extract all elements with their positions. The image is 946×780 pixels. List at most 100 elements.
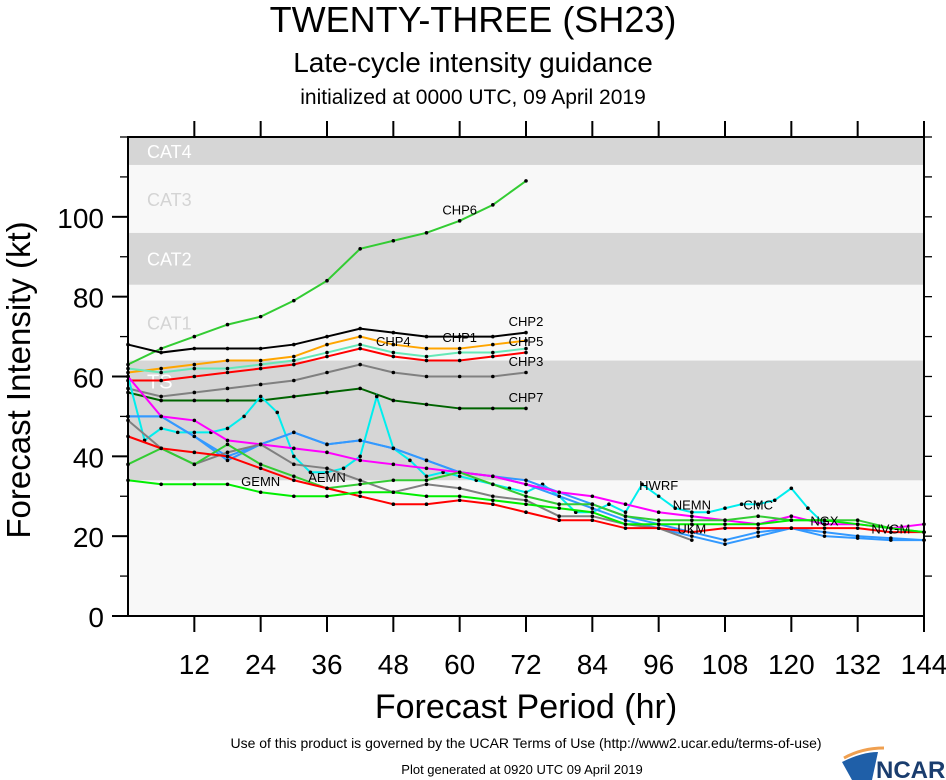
data-point <box>457 334 462 339</box>
data-point <box>325 342 329 347</box>
data-point <box>225 454 230 459</box>
data-point <box>524 498 528 503</box>
data-point <box>258 466 263 471</box>
series-chp3 <box>126 362 528 399</box>
data-point <box>325 390 329 395</box>
data-point <box>159 370 163 375</box>
data-point <box>524 494 528 499</box>
data-point <box>358 490 362 495</box>
data-point <box>491 334 495 339</box>
data-point <box>491 203 495 207</box>
data-point <box>457 406 462 411</box>
data-point <box>292 446 296 451</box>
data-point <box>325 470 329 475</box>
data-point <box>491 354 495 359</box>
data-point <box>623 526 628 530</box>
data-point <box>225 366 230 371</box>
plot-generated-text: Plot generated at 0920 UTC 09 April 2019 <box>401 762 642 777</box>
data-point <box>424 402 429 407</box>
series-label: HWRF <box>639 478 678 493</box>
data-point <box>491 482 495 487</box>
data-point <box>690 510 694 515</box>
data-point <box>358 246 362 251</box>
ncar-logo: NCAR <box>842 746 945 780</box>
x-tick-label: 144 <box>901 649 946 680</box>
data-point <box>192 374 197 379</box>
data-point <box>690 514 694 519</box>
x-tick-label: 60 <box>444 649 475 680</box>
data-point <box>457 219 462 223</box>
data-point <box>159 378 163 383</box>
data-point <box>424 374 429 379</box>
data-point <box>524 350 528 355</box>
axes: 0 20 40 60 80 100 12 24 36 48 60 72 84 96 108 120 132 144 <box>57 121 946 680</box>
data-point <box>358 386 362 391</box>
data-point <box>391 354 396 359</box>
data-point <box>408 458 412 463</box>
y-tick-label: 40 <box>73 442 104 473</box>
data-point <box>358 342 362 347</box>
series-label: AEMN <box>308 470 346 485</box>
data-point <box>258 314 263 319</box>
data-point <box>225 426 230 431</box>
data-point <box>358 458 362 463</box>
band-label-cat3: CAT3 <box>147 190 192 210</box>
data-point <box>258 490 263 495</box>
data-point <box>491 374 495 379</box>
data-point <box>159 414 163 419</box>
data-point <box>258 382 263 387</box>
terms-of-use-text: Use of this product is governed by the U… <box>230 735 821 751</box>
data-point <box>723 538 727 542</box>
data-point <box>723 506 727 511</box>
data-point <box>292 454 296 459</box>
data-point <box>358 482 362 487</box>
series-labels: CHP6 CHP2 CHP1 CHP4 CHP5 CHP3 CHP7 HWRF NVGM NGX N… <box>241 202 910 536</box>
data-point <box>491 502 495 507</box>
data-point <box>258 358 263 363</box>
data-point <box>258 394 263 399</box>
series-label: CMC <box>743 498 773 513</box>
data-point <box>855 522 860 526</box>
data-point <box>457 494 462 499</box>
data-point <box>524 478 528 483</box>
data-point <box>772 498 777 503</box>
data-point <box>325 278 329 283</box>
data-point <box>292 342 296 347</box>
data-point <box>391 502 396 507</box>
ncar-logo-text: NCAR <box>876 757 945 780</box>
data-point <box>789 486 794 491</box>
data-point <box>292 378 296 383</box>
data-point <box>590 494 595 499</box>
band-cat2 <box>128 232 924 285</box>
data-point <box>225 358 230 363</box>
data-point <box>756 526 760 530</box>
data-point <box>424 354 429 359</box>
data-point <box>723 542 727 546</box>
data-point <box>491 342 495 347</box>
data-point <box>656 510 661 515</box>
series-chp5 <box>126 346 528 383</box>
data-point <box>292 474 296 479</box>
initialized-time: initialized at 0000 UTC, 09 April 2019 <box>300 86 646 109</box>
x-tick-label: 132 <box>834 649 881 680</box>
series-label: CHP2 <box>509 314 544 329</box>
band-label-ts: TS <box>147 371 173 393</box>
data-point <box>192 366 197 371</box>
series-label: NVGM <box>871 522 910 537</box>
data-point <box>424 358 429 363</box>
data-point <box>292 478 296 483</box>
data-point <box>424 346 429 351</box>
series-label: NGX <box>810 514 839 529</box>
data-point <box>275 410 280 415</box>
series-chp1 <box>126 334 528 375</box>
data-point <box>308 470 313 475</box>
data-point <box>358 478 362 483</box>
data-point <box>557 518 561 522</box>
data-point <box>192 430 197 435</box>
series-chp6 <box>126 179 528 367</box>
data-point <box>225 346 230 351</box>
data-point <box>292 394 296 399</box>
data-point <box>822 518 827 522</box>
series-label: NEMN <box>673 498 711 513</box>
